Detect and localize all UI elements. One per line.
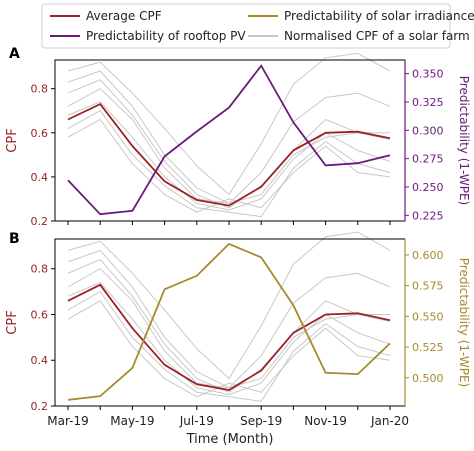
panel-a-farm-line-4 [67, 88, 391, 204]
legend-label-solar-farm: Normalised CPF of a solar farm [284, 29, 470, 43]
legend-label-rooftop-pv: Predictability of rooftop PV [86, 29, 246, 43]
panel-a: A 0.2 0.4 0.6 0.8 0.225 0.250 0.275 0.300 0.325 0… [5, 46, 471, 228]
legend-label-average-cpf: Average CPF [86, 9, 162, 23]
panel-b-farm-line-4 [67, 268, 391, 389]
panel-a-y2-tick-label: 0.325 [412, 96, 444, 109]
panel-a-y-tick-label: 0.8 [31, 83, 49, 96]
panel-b-farm-line-6 [67, 290, 391, 402]
panel-b-y2-axis-label: Predictability (1-WPE) [457, 258, 471, 387]
panel-a-farm-line-1 [67, 52, 391, 196]
panel-b-farm-line-1 [67, 231, 391, 380]
panel-a-y-tick-label: 0.2 [31, 215, 49, 228]
panel-a-y-tick-label: 0.6 [31, 127, 49, 140]
panel-a-farm-line-3 [67, 79, 390, 209]
panel-b-farm-line-3 [67, 258, 390, 393]
panel-b-y2-tick-label: 0.550 [412, 310, 444, 323]
panel-b-label: B [9, 231, 20, 247]
panel-b-farm-line-2 [67, 249, 391, 389]
panel-b-y-tick-label: 0.6 [31, 308, 49, 321]
panel-b-y-tick-label: 0.8 [31, 263, 49, 276]
panel-a-y-axis-label: CPF [5, 128, 20, 152]
panel-a-farm-line-6 [67, 110, 391, 218]
panel-a-y2-tick-label: 0.250 [412, 181, 444, 194]
panel-b-series-solar-irradiance [67, 242, 391, 401]
panel-b-farm-line-7 [67, 300, 391, 398]
panel-a-y2-tick-label: 0.300 [412, 124, 444, 137]
panel-b: B 0.20.40.60.80.5000.5250.5500.5750.600 … [5, 231, 471, 413]
panel-b-y2-tick-label: 0.500 [412, 372, 444, 385]
panel-a-y2-tick-label: 0.225 [412, 209, 444, 222]
panel-a-y2-axis-label: Predictability (1-WPE) [457, 76, 471, 205]
legend: Average CPF Predictability of solar irra… [41, 3, 474, 49]
panel-a-farm-line-5 [67, 101, 391, 211]
panel-a-y2-tick-label: 0.350 [412, 68, 444, 81]
panel-a-series-rooftop-pv [67, 64, 391, 216]
panel-a-y-tick-label: 0.4 [31, 171, 49, 184]
x-axis-label: Time (Month) [186, 432, 274, 447]
panel-b-y2-tick-label: 0.600 [412, 249, 444, 262]
panel-a-farm-line-7 [67, 118, 391, 213]
panel-b-y2-tick-label: 0.575 [412, 280, 444, 293]
x-tick-label: May-19 [110, 414, 154, 428]
x-axis: Mar-19 May-19 Jul-19 Sep-19 Nov-19 Jan-20 [47, 414, 409, 428]
panel-b-farm-line-5 [67, 281, 391, 396]
panel-a-frame [54, 59, 406, 222]
x-tick-label: Nov-19 [304, 414, 347, 428]
panel-b-y-tick-label: 0.2 [31, 400, 49, 413]
x-tick-label: Jan-20 [370, 414, 409, 428]
panel-a-y2-tick-label: 0.275 [412, 153, 444, 166]
legend-frame [41, 3, 451, 49]
panel-b-y2-tick-label: 0.525 [412, 341, 444, 354]
panel-b-frame [54, 238, 406, 407]
panel-a-series-average-cpf [67, 102, 391, 207]
panel-a-farm-line-2 [67, 70, 391, 205]
x-tick-label: Mar-19 [47, 414, 88, 428]
x-tick-label: Sep-19 [240, 414, 282, 428]
panel-b-y-axis-label: CPF [5, 310, 20, 334]
legend-label-solar-irradiance: Predictability of solar irradiance [284, 9, 474, 23]
panel-a-label: A [9, 46, 20, 62]
panel-b-y-tick-label: 0.4 [31, 354, 49, 367]
x-tick-label: Jul-19 [179, 414, 214, 428]
panel-b-series-average-cpf [67, 283, 391, 391]
